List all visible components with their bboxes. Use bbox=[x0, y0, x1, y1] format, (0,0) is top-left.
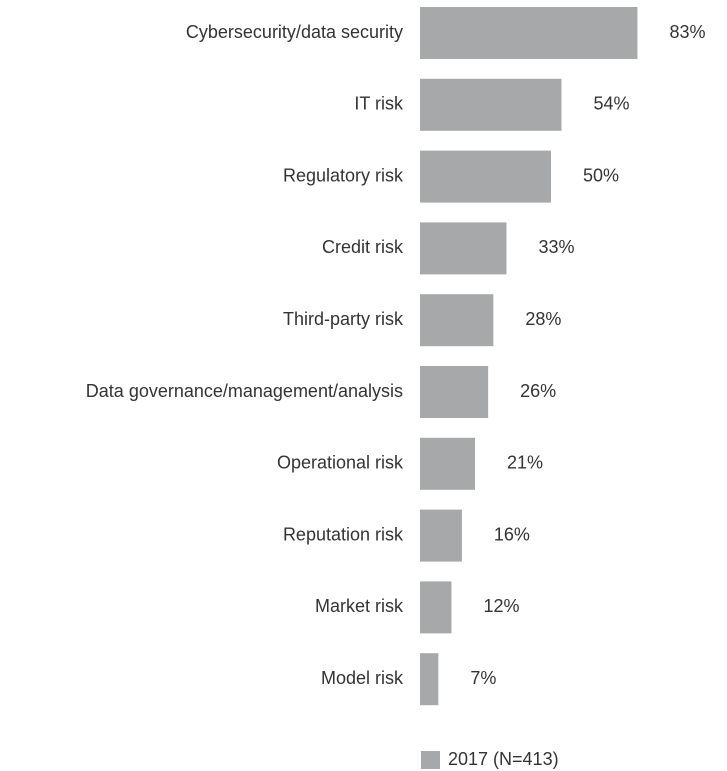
value-label: 28% bbox=[525, 309, 561, 329]
bar bbox=[420, 294, 494, 347]
value-label: 54% bbox=[593, 94, 629, 114]
bar bbox=[420, 7, 638, 59]
value-label: 12% bbox=[483, 596, 519, 616]
value-label: 21% bbox=[507, 453, 543, 473]
value-label: 33% bbox=[538, 237, 574, 257]
category-label: Market risk bbox=[315, 596, 404, 616]
bar bbox=[420, 653, 439, 706]
category-label: Operational risk bbox=[277, 453, 404, 473]
bar bbox=[420, 150, 551, 203]
bar bbox=[420, 437, 476, 490]
category-label: Model risk bbox=[321, 668, 404, 688]
value-label: 83% bbox=[669, 22, 705, 42]
bar bbox=[420, 366, 489, 418]
bar bbox=[420, 581, 452, 634]
value-label: 7% bbox=[470, 668, 496, 688]
category-label: Third-party risk bbox=[283, 309, 404, 329]
bar bbox=[420, 509, 462, 562]
category-label: Regulatory risk bbox=[283, 165, 404, 185]
bar bbox=[420, 78, 562, 131]
value-label: 16% bbox=[494, 524, 530, 544]
legend-label: 2017 (N=413) bbox=[448, 749, 559, 769]
value-label: 50% bbox=[583, 165, 619, 185]
category-label: Reputation risk bbox=[283, 524, 404, 544]
bar bbox=[420, 222, 507, 275]
legend-swatch bbox=[421, 751, 440, 769]
category-label: Credit risk bbox=[322, 237, 404, 257]
value-label: 26% bbox=[520, 381, 556, 401]
category-label: Cybersecurity/data security bbox=[186, 22, 403, 42]
category-label: IT risk bbox=[354, 94, 404, 114]
category-label: Data governance/management/analysis bbox=[86, 381, 403, 401]
